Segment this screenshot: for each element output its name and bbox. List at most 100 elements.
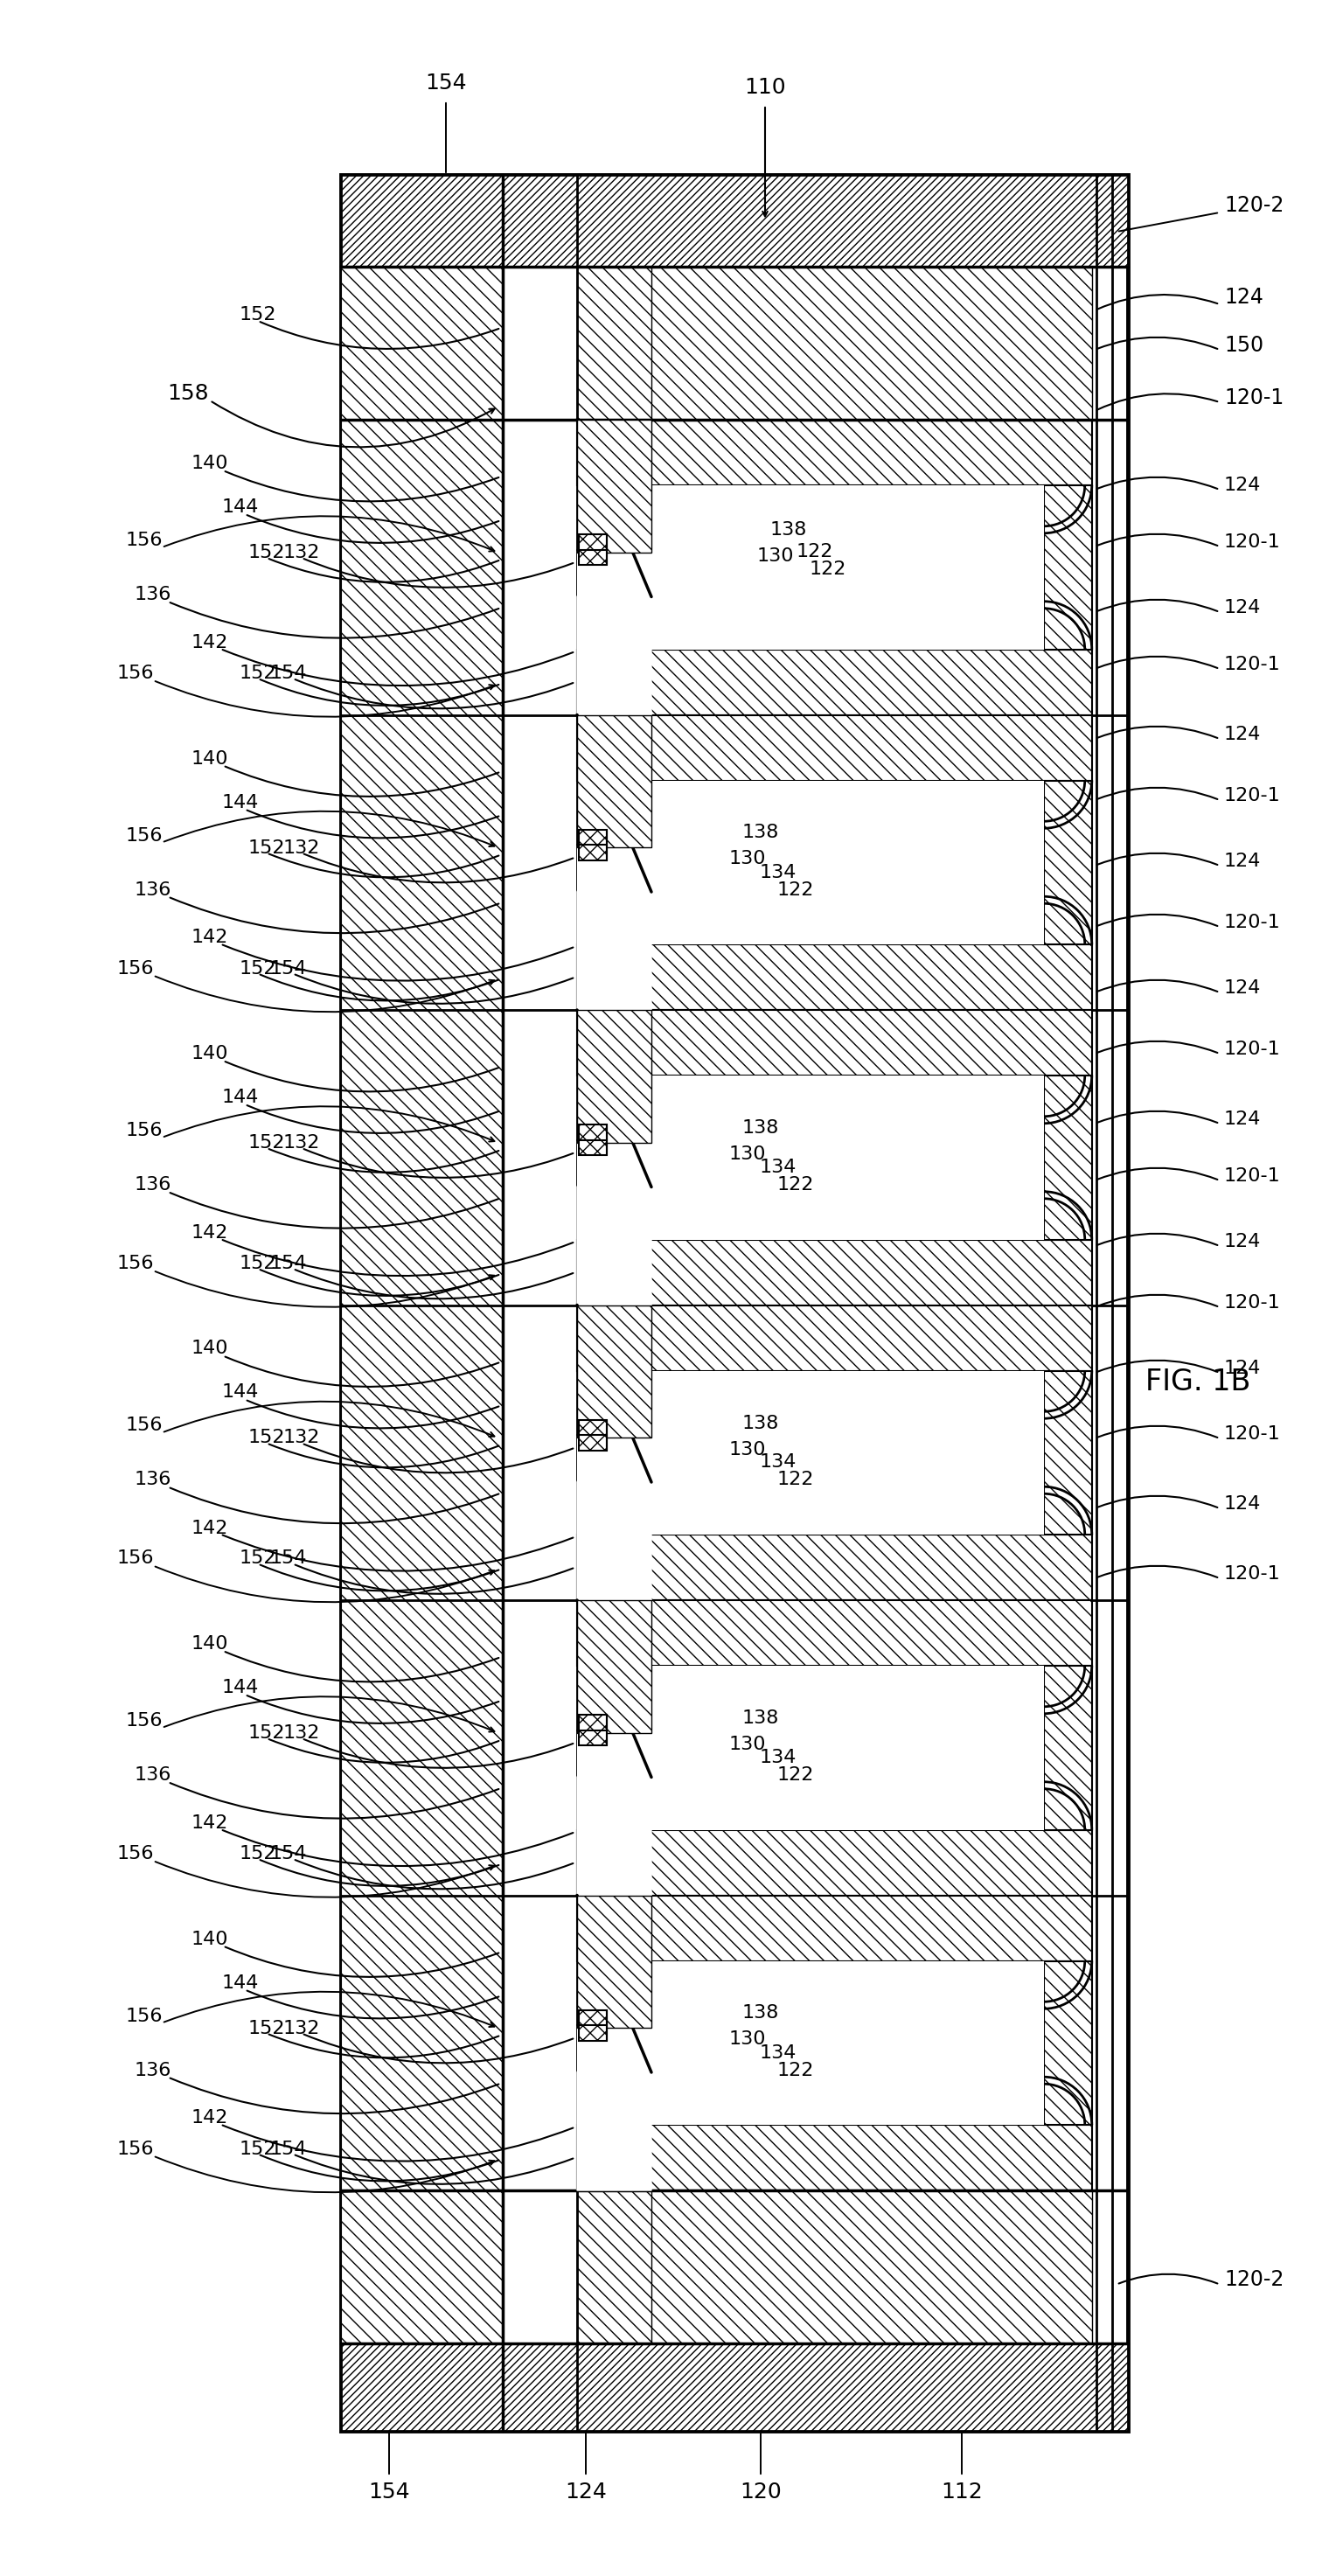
Text: 140: 140 [191,750,229,768]
Text: 156: 156 [126,531,163,549]
Text: 152: 152 [239,2141,276,2159]
Text: 120-1: 120-1 [1224,914,1281,933]
Bar [577,1600,651,1734]
Text: 156: 156 [126,827,163,845]
Text: 154: 154 [270,665,307,683]
Text: 138: 138 [743,1414,779,1432]
Text: 130: 130 [730,1146,767,1162]
Text: 120-1: 120-1 [1224,533,1281,551]
Text: 142: 142 [191,634,229,652]
Text: 142: 142 [191,2110,229,2128]
Text: 152: 152 [249,2020,286,2038]
Text: 156: 156 [117,961,154,976]
Text: 138: 138 [743,824,779,842]
Text: 154: 154 [270,1844,307,1862]
Text: 124: 124 [1224,1234,1261,1249]
Text: 130: 130 [730,2030,767,2048]
Bar [577,268,651,420]
Bar [577,484,1045,649]
Text: 142: 142 [191,930,229,945]
Text: 152: 152 [239,665,276,683]
Text: 152: 152 [239,1255,276,1273]
Text: 142: 142 [191,1520,229,1538]
Text: 110: 110 [744,77,785,98]
Bar [1045,1370,1092,1535]
Text: 120-1: 120-1 [1224,1425,1281,1443]
Text: 154: 154 [425,72,466,93]
Text: 152: 152 [249,1430,286,1448]
Text: 156: 156 [117,1255,154,1273]
Bar [577,1829,1092,1896]
Text: 144: 144 [222,793,259,811]
Polygon shape [577,1306,651,1600]
Bar [577,1239,1092,1306]
Bar [579,1126,607,1154]
Text: 138: 138 [743,1118,779,1136]
Bar [577,781,1045,945]
Text: 136: 136 [134,1471,171,1489]
Bar [577,1077,1045,1239]
Text: 138: 138 [743,2004,779,2022]
Text: 152: 152 [239,307,276,325]
Text: 142: 142 [191,1224,229,1242]
Text: 122: 122 [777,2061,815,2079]
Bar [577,714,651,848]
Bar [577,420,1092,484]
Text: 134: 134 [760,863,797,881]
Text: 124: 124 [1224,1494,1261,1512]
Text: 132: 132 [283,544,320,562]
Text: 152: 152 [249,1133,286,1151]
Bar [577,1306,1092,1370]
Text: 122: 122 [777,1177,815,1193]
Text: 134: 134 [760,1453,797,1471]
Bar [577,1896,1092,1960]
Text: 124: 124 [1224,1110,1261,1128]
Bar [579,829,607,860]
Bar [577,1896,651,2027]
Text: FIG. 1B: FIG. 1B [1146,1368,1251,1396]
Text: 124: 124 [1224,853,1261,871]
Polygon shape [577,1896,651,2190]
Text: 124: 124 [1224,726,1261,744]
Text: 120-1: 120-1 [1224,1041,1281,1059]
Text: 140: 140 [191,1929,229,1947]
Bar [577,420,651,551]
Polygon shape [577,1600,651,1896]
Bar [579,2009,607,2040]
Text: 156: 156 [126,1123,163,1139]
Text: 124: 124 [1224,286,1264,307]
Text: 144: 144 [222,1383,259,1401]
Text: 122: 122 [809,559,847,577]
Text: 156: 156 [117,665,154,683]
Text: 130: 130 [730,1440,767,1458]
Text: 124: 124 [565,2481,607,2501]
Text: 120-1: 120-1 [1224,1167,1281,1185]
Text: 142: 142 [191,1814,229,1832]
Text: 154: 154 [270,1551,307,1566]
Text: 156: 156 [126,1713,163,1728]
Text: 136: 136 [134,1767,171,1783]
Text: 154: 154 [368,2481,409,2501]
Text: 158: 158 [167,384,209,404]
Bar [577,1667,1045,1829]
Text: 140: 140 [191,1340,229,1358]
Bar [1045,1077,1092,1239]
Text: 124: 124 [1224,1360,1261,1378]
Text: 140: 140 [191,456,229,471]
Text: 154: 154 [270,1255,307,1273]
Text: 136: 136 [134,881,171,899]
Text: 132: 132 [283,1723,320,1741]
Text: 156: 156 [126,2007,163,2025]
Text: 152: 152 [239,961,276,976]
Bar [577,2190,651,2344]
Text: 120-2: 120-2 [1224,2269,1284,2290]
Bar [1045,781,1092,945]
Text: 156: 156 [117,2141,154,2159]
Text: 130: 130 [730,1736,767,1754]
Bar [342,175,1128,2432]
Text: 154: 154 [270,2141,307,2159]
Bar [342,268,502,2344]
Bar [577,1306,651,1437]
Text: 124: 124 [1224,979,1261,997]
Polygon shape [577,420,651,714]
